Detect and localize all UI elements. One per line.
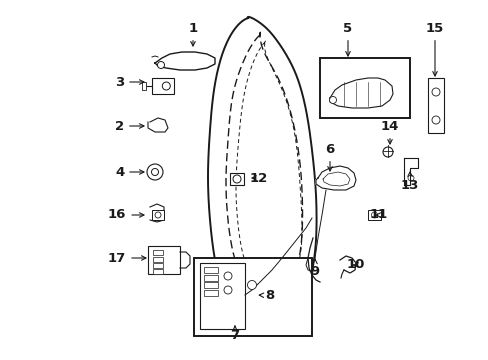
Bar (153, 250, 163, 255)
Text: 4: 4 (115, 166, 143, 179)
Text: 14: 14 (380, 120, 398, 144)
Polygon shape (329, 78, 392, 108)
Circle shape (232, 175, 241, 183)
Polygon shape (148, 118, 168, 132)
Circle shape (162, 82, 170, 90)
Bar (203, 290, 218, 296)
Text: 10: 10 (346, 258, 364, 271)
Bar (153, 269, 163, 274)
Circle shape (247, 280, 256, 289)
Bar (427, 78, 443, 133)
Text: 8: 8 (259, 289, 274, 302)
Bar (200, 263, 244, 329)
Bar (148, 246, 180, 274)
Bar (194, 258, 311, 336)
Text: 13: 13 (400, 172, 418, 192)
Circle shape (157, 62, 164, 68)
Circle shape (382, 147, 392, 157)
Text: 11: 11 (369, 208, 387, 221)
Text: 5: 5 (343, 22, 352, 56)
Bar (152, 210, 163, 220)
Bar (229, 173, 244, 185)
Text: 15: 15 (425, 22, 443, 76)
Text: 12: 12 (249, 171, 267, 184)
Text: 3: 3 (115, 76, 143, 89)
Text: 6: 6 (325, 143, 334, 171)
Bar (152, 78, 174, 94)
Bar (153, 257, 163, 262)
Text: 17: 17 (108, 252, 146, 265)
Text: 2: 2 (115, 120, 143, 132)
Bar (203, 275, 218, 281)
Text: 1: 1 (188, 22, 197, 46)
Polygon shape (150, 205, 164, 220)
Circle shape (151, 168, 158, 175)
Bar (367, 210, 380, 220)
Circle shape (329, 96, 336, 104)
Bar (203, 267, 218, 273)
Bar (203, 282, 218, 288)
Text: 7: 7 (230, 326, 239, 342)
Text: 16: 16 (108, 208, 143, 221)
Polygon shape (403, 158, 417, 185)
Polygon shape (315, 166, 355, 190)
Bar (142, 82, 146, 90)
Bar (319, 58, 409, 118)
Circle shape (147, 164, 163, 180)
Bar (153, 263, 163, 268)
Text: 9: 9 (310, 259, 319, 278)
Polygon shape (155, 52, 215, 70)
